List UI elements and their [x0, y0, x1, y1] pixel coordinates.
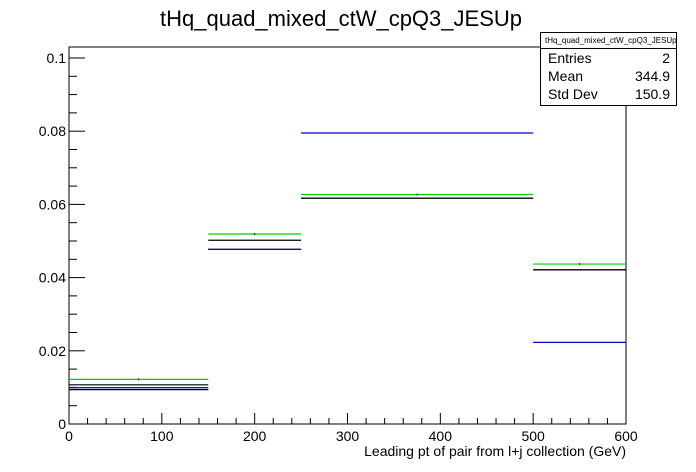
- stats-value-stddev: 150.9: [634, 86, 670, 102]
- stats-label-entries: Entries: [548, 50, 592, 66]
- y-tick-label: 0: [58, 416, 66, 432]
- x-tick-label: 500: [521, 428, 545, 444]
- x-tick-label: 200: [243, 428, 267, 444]
- y-tick-label: 0.02: [39, 343, 66, 359]
- x-tick-label: 600: [614, 428, 638, 444]
- stats-value-entries: 2: [662, 50, 670, 66]
- stats-row-stddev: Std Dev 150.9: [541, 85, 676, 103]
- bin-center-marker: [138, 378, 140, 381]
- x-axis-label: Leading pt of pair from l+j collection (…: [364, 443, 626, 459]
- stats-row-entries: Entries 2: [541, 49, 676, 67]
- stats-label-stddev: Std Dev: [548, 86, 598, 102]
- y-tick-label: 0.04: [39, 270, 66, 286]
- x-tick-label: 0: [65, 428, 73, 444]
- bin-center-marker: [579, 263, 581, 266]
- y-tick-label: 0.1: [47, 50, 67, 66]
- stats-box-title: tHq_quad_mixed_ctW_cpQ3_JESUp: [541, 33, 676, 49]
- stats-box: tHq_quad_mixed_ctW_cpQ3_JESUp Entries 2 …: [540, 32, 677, 106]
- stats-label-mean: Mean: [548, 68, 584, 84]
- stats-value-mean: 344.9: [634, 68, 670, 84]
- series-layer: [69, 132, 626, 391]
- chart-title: tHq_quad_mixed_ctW_cpQ3_JESUp: [160, 6, 522, 31]
- y-axis: 0 0.02 0.04 0.06 0.08 0.1: [39, 50, 85, 432]
- x-tick-label: 300: [336, 428, 360, 444]
- stats-row-mean: Mean 344.9: [541, 67, 676, 85]
- x-axis: 0 100 200 300 400 500 600: [65, 413, 638, 444]
- y-tick-label: 0.08: [39, 123, 66, 139]
- bin-center-marker: [416, 193, 418, 196]
- x-tick-label: 400: [429, 428, 453, 444]
- x-tick-label: 100: [150, 428, 174, 444]
- y-tick-label: 0.06: [39, 196, 66, 212]
- bin-center-marker: [254, 233, 256, 236]
